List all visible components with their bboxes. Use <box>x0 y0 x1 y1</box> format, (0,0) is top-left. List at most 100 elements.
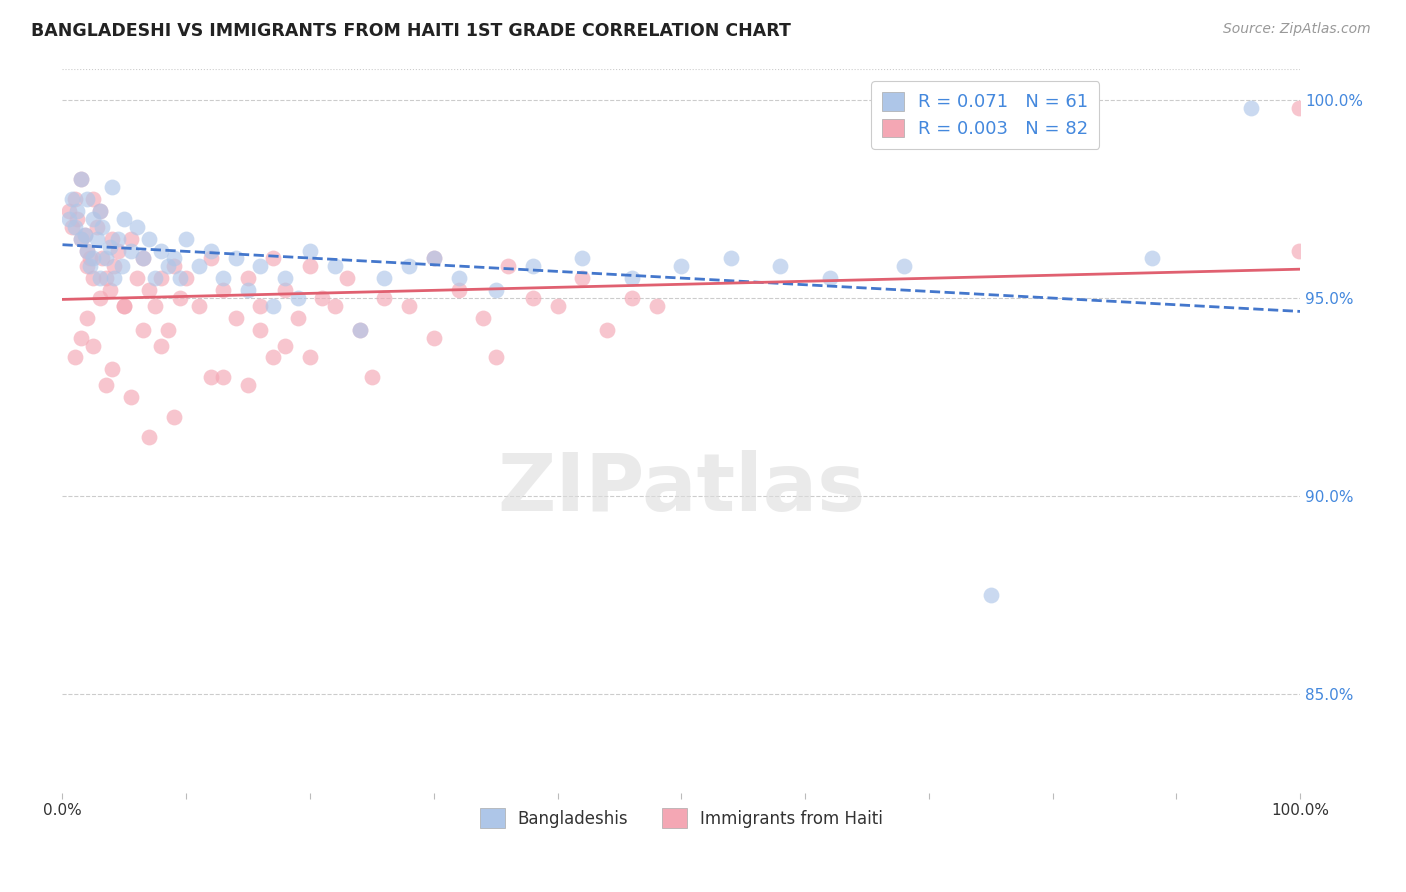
Point <box>91 252 114 266</box>
Point <box>82 211 104 226</box>
Point <box>169 271 191 285</box>
Text: BANGLADESHI VS IMMIGRANTS FROM HAITI 1ST GRADE CORRELATION CHART: BANGLADESHI VS IMMIGRANTS FROM HAITI 1ST… <box>31 22 790 40</box>
Point <box>163 252 186 266</box>
Point <box>187 299 209 313</box>
Point <box>212 370 235 384</box>
Point <box>522 260 544 274</box>
Point <box>132 323 155 337</box>
Point <box>82 338 104 352</box>
Point <box>89 291 111 305</box>
Point <box>138 232 160 246</box>
Point <box>349 323 371 337</box>
Point <box>156 323 179 337</box>
Point <box>112 211 135 226</box>
Point <box>225 310 247 325</box>
Point <box>236 271 259 285</box>
Point <box>423 330 446 344</box>
Point <box>94 252 117 266</box>
Point <box>249 323 271 337</box>
Point <box>212 271 235 285</box>
Point <box>58 204 80 219</box>
Point <box>287 291 309 305</box>
Point <box>58 211 80 226</box>
Point <box>70 172 93 186</box>
Point <box>63 219 86 234</box>
Point <box>571 271 593 285</box>
Point <box>1140 252 1163 266</box>
Point <box>262 351 284 365</box>
Point <box>360 370 382 384</box>
Point <box>163 409 186 424</box>
Point <box>132 252 155 266</box>
Point <box>212 283 235 297</box>
Point <box>818 271 841 285</box>
Point <box>323 260 346 274</box>
Point <box>249 299 271 313</box>
Point <box>125 271 148 285</box>
Point <box>98 283 121 297</box>
Point <box>236 378 259 392</box>
Point <box>120 232 142 246</box>
Point <box>150 244 173 258</box>
Point <box>187 260 209 274</box>
Point <box>138 283 160 297</box>
Point <box>82 252 104 266</box>
Point <box>200 252 222 266</box>
Point <box>336 271 359 285</box>
Point <box>522 291 544 305</box>
Point <box>249 260 271 274</box>
Point <box>79 260 101 274</box>
Point <box>423 252 446 266</box>
Point <box>1239 101 1261 115</box>
Point <box>596 323 619 337</box>
Point <box>323 299 346 313</box>
Point <box>200 370 222 384</box>
Point <box>423 252 446 266</box>
Point <box>274 283 297 297</box>
Point <box>101 232 124 246</box>
Text: Source: ZipAtlas.com: Source: ZipAtlas.com <box>1223 22 1371 37</box>
Point <box>547 299 569 313</box>
Point <box>645 299 668 313</box>
Text: ZIPatlas: ZIPatlas <box>498 450 865 527</box>
Point <box>274 271 297 285</box>
Point <box>111 260 134 274</box>
Point <box>76 244 98 258</box>
Point <box>79 252 101 266</box>
Point <box>112 299 135 313</box>
Point <box>571 252 593 266</box>
Point <box>163 260 186 274</box>
Point <box>60 219 83 234</box>
Point <box>66 204 89 219</box>
Point <box>485 351 508 365</box>
Point <box>447 271 470 285</box>
Point <box>70 172 93 186</box>
Point <box>101 180 124 194</box>
Point <box>1288 101 1310 115</box>
Point <box>485 283 508 297</box>
Point <box>143 271 166 285</box>
Point <box>496 260 519 274</box>
Point <box>125 219 148 234</box>
Point <box>262 252 284 266</box>
Point <box>94 271 117 285</box>
Point <box>70 330 93 344</box>
Point <box>89 204 111 219</box>
Point <box>89 204 111 219</box>
Point <box>671 260 693 274</box>
Point <box>174 232 197 246</box>
Legend: Bangladeshis, Immigrants from Haiti: Bangladeshis, Immigrants from Haiti <box>472 801 890 835</box>
Point <box>103 271 125 285</box>
Point <box>156 260 179 274</box>
Point <box>86 219 108 234</box>
Point <box>98 239 121 253</box>
Point <box>200 244 222 258</box>
Point <box>447 283 470 297</box>
Point <box>66 211 89 226</box>
Point <box>769 260 792 274</box>
Point <box>720 252 742 266</box>
Point <box>262 299 284 313</box>
Point <box>298 244 321 258</box>
Point <box>298 351 321 365</box>
Point <box>398 260 420 274</box>
